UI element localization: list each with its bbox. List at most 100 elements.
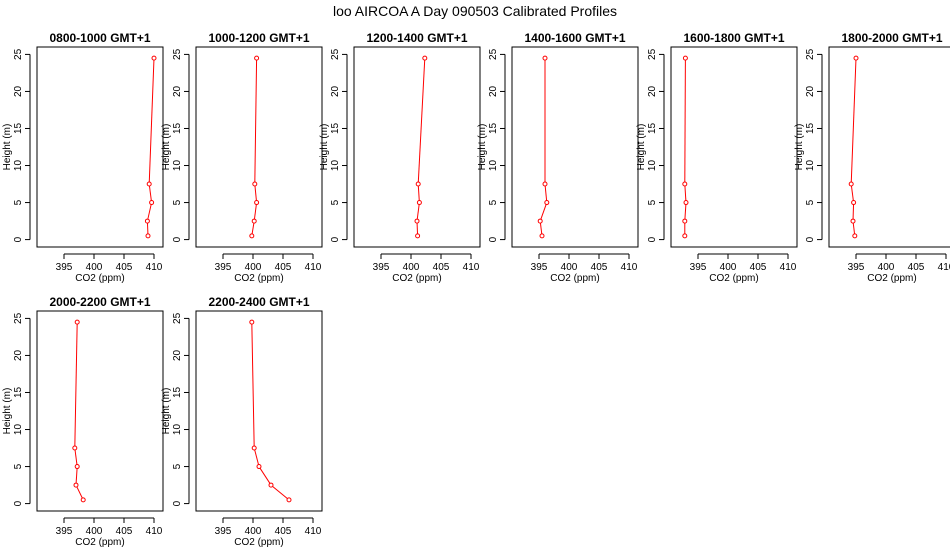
y-tick-label: 20: [172, 349, 183, 361]
profile-line-segment: [850, 58, 857, 185]
y-tick-label: 10: [172, 424, 183, 436]
data-point: [682, 233, 688, 239]
panel-title: 1800-2000 GMT+1: [841, 31, 942, 45]
y-tick-label: 10: [330, 160, 341, 172]
data-point: [414, 218, 420, 224]
y-tick-label: 15: [647, 122, 658, 134]
y-tick-label: 15: [13, 122, 24, 134]
figure-title: loo AIRCOA A Day 090503 Calibrated Profi…: [333, 3, 617, 19]
y-tick-label: 10: [172, 160, 183, 172]
plot-frame: [36, 310, 164, 512]
data-point: [73, 482, 79, 488]
data-point: [415, 233, 421, 239]
profile-line-segment: [417, 58, 426, 185]
profile-line-segment: [253, 447, 260, 467]
x-axis-label: CO2 (ppm): [867, 273, 916, 284]
profile-line-segment: [416, 202, 420, 222]
y-tick-label: 5: [488, 199, 499, 205]
y-tick-label: 10: [488, 160, 499, 172]
data-point: [254, 55, 260, 61]
x-tick-label: 400: [86, 526, 103, 537]
plot-frame: [828, 46, 950, 248]
y-tick-label: 20: [13, 349, 24, 361]
data-point: [853, 55, 859, 61]
data-point: [149, 200, 155, 206]
chart-panel: 1800-2000 GMT+1 395 400 405 410 CO2 (ppm) 0 5 10…: [794, 31, 950, 284]
data-point: [72, 445, 78, 451]
y-tick-label: 5: [805, 199, 816, 205]
y-tick-label: 10: [13, 160, 24, 172]
panel-title: 0800-1000 GMT+1: [49, 31, 150, 45]
y-tick-label: 25: [647, 48, 658, 60]
profile-line-segment: [74, 447, 78, 467]
data-point: [422, 55, 428, 61]
y-tick-label: 20: [13, 85, 24, 97]
y-tick-label: 0: [13, 500, 24, 506]
data-point: [251, 218, 257, 224]
y-tick-label: 5: [172, 463, 183, 469]
y-tick-label: 5: [13, 199, 24, 205]
data-point: [254, 200, 260, 206]
x-tick-label: 405: [433, 262, 450, 273]
y-axis-label: Height (m): [636, 124, 647, 171]
y-tick-label: 20: [805, 85, 816, 97]
y-tick-label: 10: [13, 424, 24, 436]
profile-line-segment: [75, 484, 84, 501]
panel-title: 1400-1600 GMT+1: [524, 31, 625, 45]
plot-frame: [670, 46, 798, 248]
chart-panel: 2000-2200 GMT+1 395 400 405 410 CO2 (ppm) 0 5 10…: [2, 295, 164, 548]
profile-line-segment: [544, 183, 548, 203]
profile-line-segment: [684, 58, 686, 185]
y-tick-label: 25: [13, 312, 24, 324]
y-axis-label: Height (m): [319, 124, 330, 171]
profile-line-segment: [270, 484, 290, 501]
x-tick-label: 400: [86, 262, 103, 273]
data-point: [251, 445, 257, 451]
y-tick-label: 5: [13, 463, 24, 469]
x-tick-label: 410: [305, 262, 322, 273]
profile-line-segment: [852, 202, 855, 222]
profile-line-segment: [684, 202, 687, 222]
data-point: [144, 218, 150, 224]
data-point: [851, 200, 857, 206]
x-tick-label: 410: [938, 262, 950, 273]
y-tick-label: 20: [172, 85, 183, 97]
x-tick-label: 405: [908, 262, 925, 273]
data-point: [544, 200, 550, 206]
plot-frame: [195, 310, 323, 512]
profile-line-segment: [148, 183, 153, 203]
panel-title: 2000-2200 GMT+1: [49, 295, 150, 309]
y-tick-label: 10: [805, 160, 816, 172]
y-axis-label: Height (m): [161, 124, 172, 171]
x-tick-label: 395: [848, 262, 865, 273]
x-axis-label: CO2 (ppm): [234, 537, 283, 548]
panel-title: 1000-1200 GMT+1: [208, 31, 309, 45]
x-axis-label: CO2 (ppm): [75, 273, 124, 284]
y-axis-label: Height (m): [794, 124, 805, 171]
data-point: [416, 200, 422, 206]
y-tick-label: 15: [330, 122, 341, 134]
panel-title: 1200-1400 GMT+1: [366, 31, 467, 45]
chart-panel: 1000-1200 GMT+1 395 400 405 410 CO2 (ppm) 0 5 10…: [161, 31, 323, 284]
x-tick-label: 395: [56, 526, 73, 537]
x-tick-label: 405: [275, 526, 292, 537]
data-point: [252, 181, 258, 187]
data-point: [848, 181, 854, 187]
data-point: [682, 218, 688, 224]
profile-line-segment: [148, 58, 155, 185]
data-point: [682, 181, 688, 187]
plot-frame: [195, 46, 323, 248]
x-tick-label: 395: [690, 262, 707, 273]
x-tick-label: 395: [56, 262, 73, 273]
y-tick-label: 25: [172, 48, 183, 60]
y-tick-label: 5: [172, 199, 183, 205]
y-axis-label: Height (m): [477, 124, 488, 171]
data-point: [249, 319, 255, 325]
panel-title: 2200-2400 GMT+1: [208, 295, 309, 309]
y-tick-label: 15: [172, 122, 183, 134]
x-tick-label: 400: [720, 262, 737, 273]
profile-line-segment: [254, 183, 258, 203]
x-axis-label: CO2 (ppm): [709, 273, 758, 284]
chart-panel: 1400-1600 GMT+1 395 400 405 410 CO2 (ppm) 0 5 10…: [477, 31, 639, 284]
